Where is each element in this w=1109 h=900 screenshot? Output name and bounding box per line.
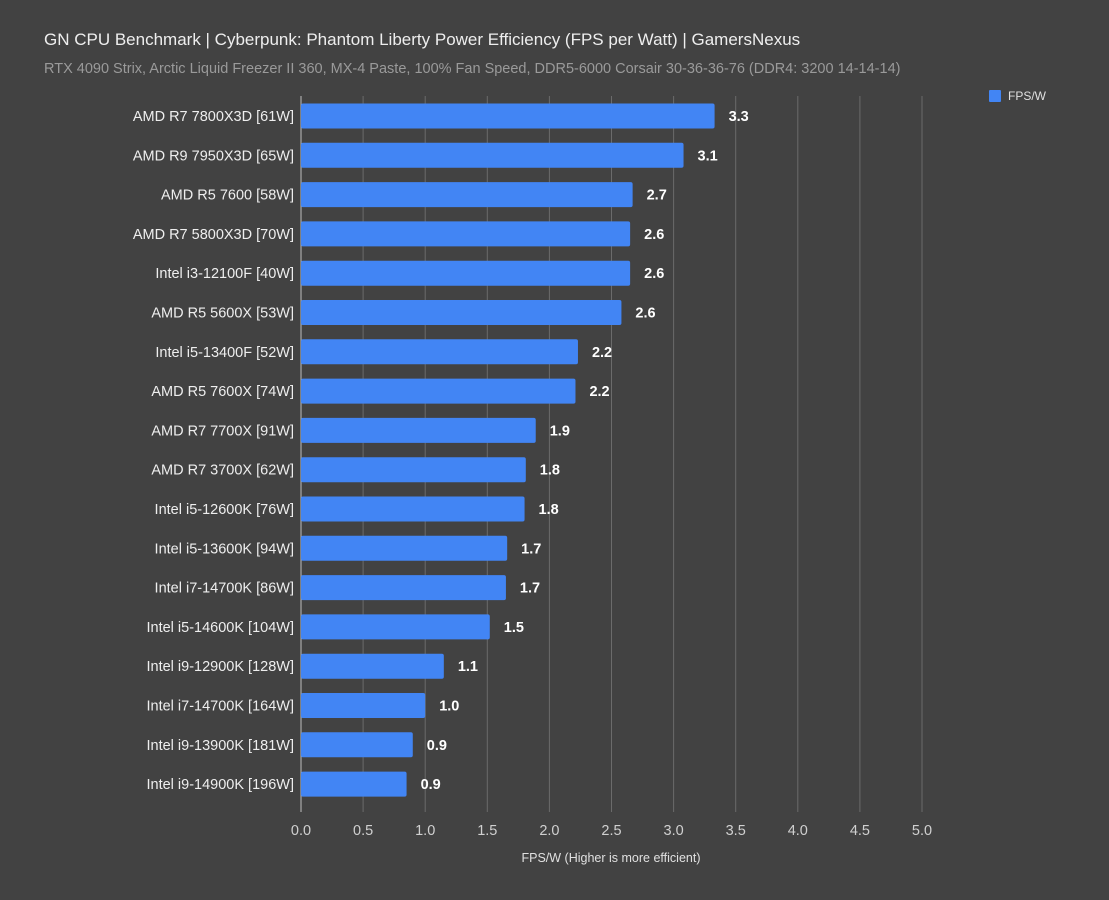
value-label: 2.6 bbox=[644, 266, 664, 282]
value-label: 1.0 bbox=[439, 699, 459, 715]
bar bbox=[301, 614, 490, 640]
bar bbox=[301, 575, 506, 601]
category-label: AMD R5 7600X [74W] bbox=[151, 384, 294, 400]
value-label: 1.9 bbox=[550, 423, 570, 439]
bar bbox=[301, 142, 684, 168]
value-label: 1.5 bbox=[504, 620, 524, 636]
category-label: AMD R7 7800X3D [61W] bbox=[133, 109, 294, 125]
value-label: 0.9 bbox=[427, 738, 447, 754]
legend-label: FPS/W bbox=[1008, 89, 1046, 103]
value-label: 2.7 bbox=[647, 188, 667, 204]
value-label: 1.7 bbox=[521, 541, 541, 557]
bar bbox=[301, 457, 526, 483]
category-label: AMD R7 5800X3D [70W] bbox=[133, 227, 294, 243]
category-label: Intel i5-13400F [52W] bbox=[155, 345, 294, 361]
bar bbox=[301, 339, 578, 365]
legend: FPS/W bbox=[989, 89, 1046, 103]
x-tick-labels: 0.0 0.5 1.0 1.5 2.0 2.5 3.0 3.5 4.0 4.5 5.0 bbox=[291, 823, 932, 839]
category-label: Intel i5-14600K [104W] bbox=[146, 620, 294, 636]
bar bbox=[301, 535, 508, 561]
bar bbox=[301, 496, 525, 522]
bar bbox=[301, 182, 633, 208]
x-tick-label: 0.5 bbox=[353, 823, 373, 839]
bar bbox=[301, 103, 715, 129]
category-label: Intel i3-12100F [40W] bbox=[155, 266, 294, 282]
bar bbox=[301, 378, 576, 404]
x-tick-label: 2.5 bbox=[601, 823, 621, 839]
bar bbox=[301, 300, 622, 325]
category-label: AMD R9 7950X3D [65W] bbox=[133, 148, 294, 164]
value-labels: 3.3 3.1 2.7 2.6 2.6 2.6 2.2 2.2 1.9 1.8 1.8 1.7 1.7 1… bbox=[421, 109, 749, 793]
category-label: Intel i9-14900K [196W] bbox=[146, 777, 294, 793]
value-label: 2.6 bbox=[644, 227, 664, 243]
bar bbox=[301, 260, 631, 286]
x-tick-label: 4.5 bbox=[850, 823, 870, 839]
legend-swatch bbox=[989, 90, 1001, 102]
bars bbox=[301, 103, 715, 797]
category-label: Intel i7-14700K [86W] bbox=[155, 581, 294, 597]
x-tick-label: 3.5 bbox=[726, 823, 746, 839]
x-tick-label: 3.0 bbox=[664, 823, 684, 839]
category-label: AMD R7 3700X [62W] bbox=[151, 463, 294, 479]
category-label: AMD R5 7600 [58W] bbox=[161, 188, 294, 204]
x-tick-label: 0.0 bbox=[291, 823, 311, 839]
x-tick-label: 2.0 bbox=[539, 823, 559, 839]
category-label: Intel i5-13600K [94W] bbox=[155, 541, 294, 557]
x-tick-label: 5.0 bbox=[912, 823, 932, 839]
x-tick-label: 4.0 bbox=[788, 823, 808, 839]
category-label: AMD R7 7700X [91W] bbox=[151, 423, 294, 439]
value-label: 1.8 bbox=[540, 463, 560, 479]
bar bbox=[301, 771, 407, 797]
category-label: Intel i7-14700K [164W] bbox=[146, 699, 294, 715]
gridlines bbox=[300, 96, 923, 812]
value-label: 1.1 bbox=[458, 659, 478, 675]
category-label: AMD R5 5600X [53W] bbox=[151, 306, 294, 322]
value-label: 1.8 bbox=[539, 502, 559, 518]
value-label: 0.9 bbox=[421, 777, 441, 793]
bar bbox=[301, 221, 631, 247]
category-labels: AMD R7 7800X3D [61W] AMD R9 7950X3D [65W]… bbox=[133, 109, 294, 793]
value-label: 2.2 bbox=[589, 384, 609, 400]
category-label: Intel i9-12900K [128W] bbox=[146, 659, 294, 675]
bar bbox=[301, 417, 536, 443]
bar bbox=[301, 653, 444, 679]
value-label: 2.2 bbox=[592, 345, 612, 361]
chart-subtitle: RTX 4090 Strix, Arctic Liquid Freezer II… bbox=[44, 61, 901, 77]
category-label: Intel i9-13900K [181W] bbox=[146, 738, 294, 754]
value-label: 3.3 bbox=[729, 109, 749, 125]
bar bbox=[301, 732, 413, 758]
value-label: 3.1 bbox=[698, 148, 718, 164]
bar bbox=[301, 693, 426, 718]
value-label: 2.6 bbox=[635, 306, 655, 322]
x-tick-label: 1.5 bbox=[477, 823, 497, 839]
chart-title: GN CPU Benchmark | Cyberpunk: Phantom Li… bbox=[44, 30, 801, 49]
x-axis-title: FPS/W (Higher is more efficient) bbox=[522, 851, 701, 865]
x-tick-label: 1.0 bbox=[415, 823, 435, 839]
category-label: Intel i5-12600K [76W] bbox=[155, 502, 294, 518]
value-label: 1.7 bbox=[520, 581, 540, 597]
